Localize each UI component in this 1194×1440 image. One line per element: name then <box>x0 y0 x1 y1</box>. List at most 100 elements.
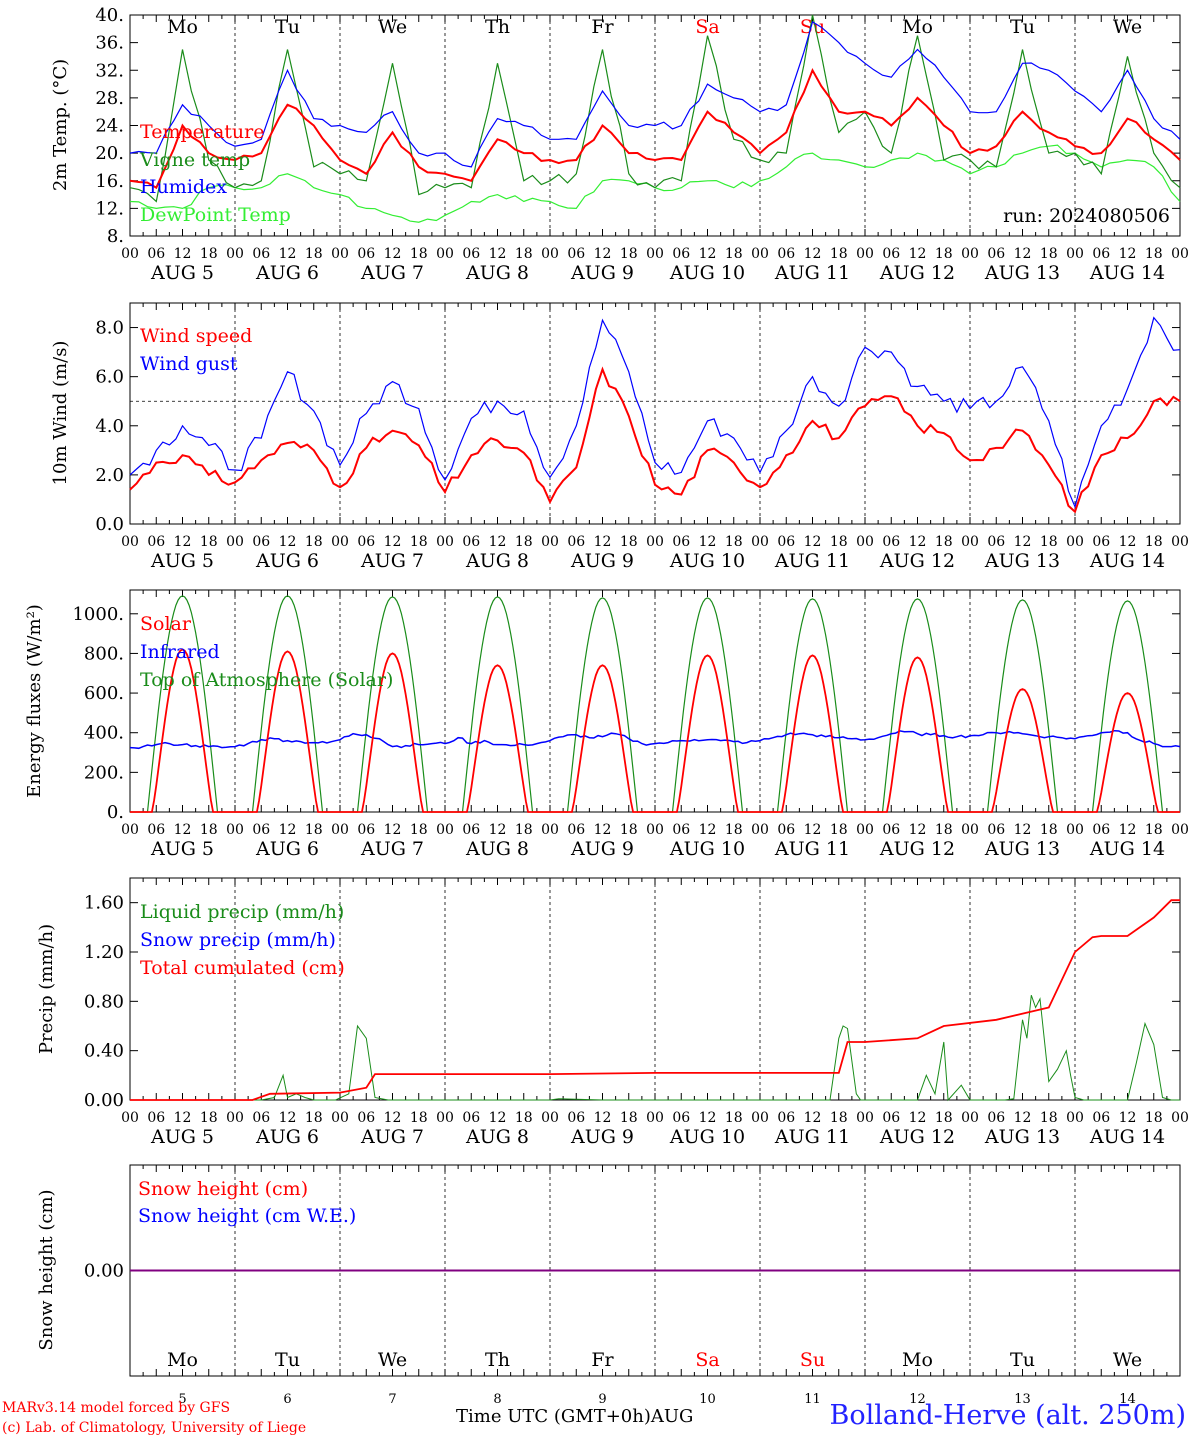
hour-label: 00 <box>751 1110 769 1126</box>
hour-label: 12 <box>594 822 612 838</box>
date-label: AUG 7 <box>360 550 424 572</box>
date-label: AUG 5 <box>150 262 214 284</box>
hour-label: 12 <box>279 534 297 550</box>
hour-label: 06 <box>462 246 480 262</box>
hour-label: 00 <box>331 822 349 838</box>
weekday-label: We <box>1113 1349 1142 1371</box>
weekday-label: Mo <box>167 1349 198 1371</box>
hour-label: 06 <box>987 822 1005 838</box>
series-line-humidex <box>129 20 1181 168</box>
hour-label: 00 <box>436 1110 454 1126</box>
hour-label: 06 <box>882 534 900 550</box>
hour-label: 18 <box>515 1110 533 1126</box>
hour-label: 18 <box>515 534 533 550</box>
hour-label: 06 <box>147 246 165 262</box>
y-tick-label: 8.0 <box>95 318 124 339</box>
hour-label: 06 <box>147 822 165 838</box>
y-tick-label: 40. <box>95 5 124 26</box>
hour-label: 18 <box>935 1110 953 1126</box>
legend-entry: Wind gust <box>140 353 238 375</box>
y-tick-label: 4.0 <box>95 416 124 437</box>
date-label: AUG 13 <box>984 1126 1060 1148</box>
weekday-label: Sa <box>695 1349 719 1371</box>
hour-label: 06 <box>252 1110 270 1126</box>
y-tick-label: 0.0 <box>95 514 124 535</box>
hour-label: 00 <box>1066 822 1084 838</box>
date-label: AUG 7 <box>360 1126 424 1148</box>
weekday-label: We <box>378 1349 407 1371</box>
date-label: AUG 14 <box>1089 262 1165 284</box>
hour-label: 00 <box>1171 1110 1189 1126</box>
hour-label: 12 <box>909 534 927 550</box>
hour-label: 12 <box>594 1110 612 1126</box>
hour-label: 06 <box>462 1110 480 1126</box>
date-label: AUG 12 <box>879 262 955 284</box>
legend-entry: Temperature <box>140 121 264 143</box>
hour-label: 12 <box>384 822 402 838</box>
weekday-label: Tu <box>1010 1349 1035 1371</box>
legend-entry: DewPoint Temp <box>140 204 291 226</box>
hour-label: 06 <box>357 534 375 550</box>
hour-label: 00 <box>436 534 454 550</box>
hour-label: 06 <box>462 822 480 838</box>
hour-label: 00 <box>646 246 664 262</box>
legend-entry: Wind speed <box>140 325 252 347</box>
date-label: AUG 12 <box>879 838 955 860</box>
series-line-wind-speed <box>129 366 1181 514</box>
day-number-label: 12 <box>909 1392 926 1407</box>
date-label: AUG 8 <box>465 262 529 284</box>
hour-label: 12 <box>699 246 717 262</box>
y-tick-label: 0.40 <box>84 1041 124 1062</box>
hour-label: 18 <box>1145 246 1163 262</box>
hour-label: 18 <box>830 534 848 550</box>
hour-label: 00 <box>541 822 559 838</box>
hour-label: 06 <box>882 822 900 838</box>
weekday-label: Tu <box>1010 16 1035 38</box>
hour-label: 00 <box>541 1110 559 1126</box>
hour-label: 06 <box>777 822 795 838</box>
hour-label: 06 <box>567 246 585 262</box>
weekday-label: Fr <box>591 1349 614 1371</box>
hour-label: 18 <box>935 246 953 262</box>
y-axis-label: 2m Temp. (°C) <box>50 59 71 191</box>
y-axis-label: Energy fluxes (W/m²) <box>24 604 45 798</box>
date-label: AUG 5 <box>150 838 214 860</box>
hour-label: 18 <box>305 246 323 262</box>
date-label: AUG 10 <box>669 550 745 572</box>
hour-label: 12 <box>489 534 507 550</box>
hour-label: 12 <box>594 246 612 262</box>
hour-label: 06 <box>252 822 270 838</box>
hour-label: 06 <box>357 822 375 838</box>
hour-label: 00 <box>856 1110 874 1126</box>
y-tick-label: 28. <box>95 88 124 109</box>
hour-label: 00 <box>751 534 769 550</box>
date-label: AUG 14 <box>1089 838 1165 860</box>
hour-label: 18 <box>725 246 743 262</box>
y-tick-label: 8. <box>107 226 124 247</box>
date-label: AUG 14 <box>1089 1126 1165 1148</box>
hour-label: 18 <box>1040 1110 1058 1126</box>
hour-label: 06 <box>777 1110 795 1126</box>
date-label: AUG 8 <box>465 1126 529 1148</box>
y-tick-label: 2.0 <box>95 465 124 486</box>
hour-label: 18 <box>1145 1110 1163 1126</box>
date-label: AUG 10 <box>669 262 745 284</box>
weekday-label: Tu <box>275 16 300 38</box>
hour-label: 12 <box>804 246 822 262</box>
day-number-label: 8 <box>493 1392 501 1407</box>
hour-label: 12 <box>489 1110 507 1126</box>
hour-label: 12 <box>174 534 192 550</box>
y-tick-label: 400. <box>84 723 124 744</box>
hour-label: 12 <box>1119 1110 1137 1126</box>
hour-label: 06 <box>882 1110 900 1126</box>
y-tick-label: 36. <box>95 33 124 54</box>
series-line-infrared <box>129 729 1181 750</box>
y-tick-label: 12. <box>95 198 124 219</box>
hour-label: 18 <box>725 822 743 838</box>
y-tick-label: 1.60 <box>84 893 124 914</box>
y-tick-label: 32. <box>95 60 124 81</box>
weekday-label: Su <box>800 16 825 38</box>
legend-entry: Snow precip (mm/h) <box>140 929 336 951</box>
day-number-label: 9 <box>598 1392 606 1407</box>
hour-label: 00 <box>1171 822 1189 838</box>
